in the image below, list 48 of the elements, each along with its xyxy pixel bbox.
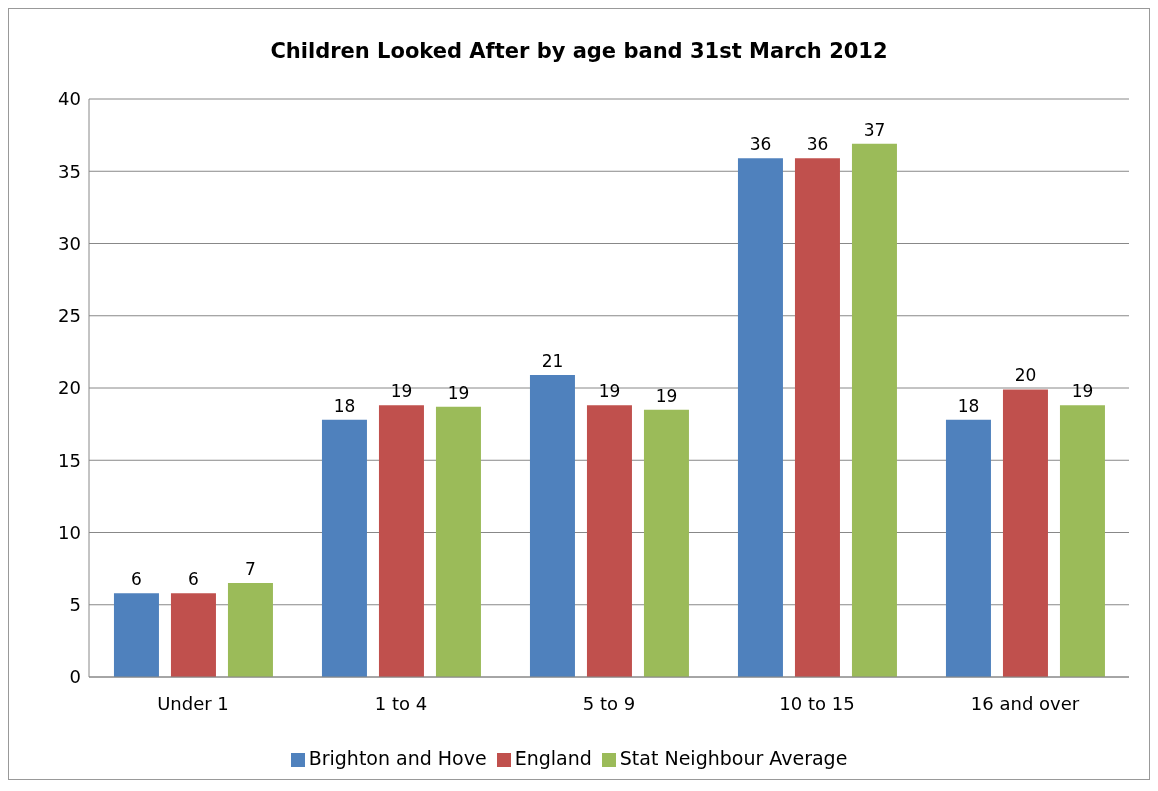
bar	[113, 593, 159, 677]
data-label: 19	[598, 381, 621, 402]
y-tick-label: 10	[58, 521, 81, 543]
bar	[321, 419, 367, 677]
bar	[737, 158, 783, 677]
bar	[851, 143, 897, 677]
x-tick-label: 5 to 9	[582, 692, 636, 714]
y-tick-label: 5	[69, 594, 81, 616]
x-tick-label: 10 to 15	[779, 692, 855, 714]
y-tick-label: 35	[58, 160, 81, 182]
bar	[170, 593, 216, 677]
y-tick-label: 0	[69, 666, 81, 688]
data-label: 7	[245, 559, 256, 580]
data-label: 6	[188, 569, 199, 590]
y-tick-label: 20	[58, 377, 81, 399]
data-label: 19	[447, 382, 470, 403]
data-label: 21	[541, 350, 564, 371]
bar	[945, 419, 991, 677]
bar	[1059, 405, 1105, 677]
bar	[586, 405, 632, 677]
bar	[227, 583, 273, 677]
bar	[529, 375, 575, 677]
data-label: 36	[806, 134, 829, 155]
legend-label: England	[514, 747, 592, 769]
data-label: 19	[1071, 381, 1094, 402]
x-tick-label: Under 1	[157, 692, 229, 714]
data-label: 18	[957, 395, 980, 416]
y-tick-label: 30	[58, 232, 81, 254]
data-label: 20	[1014, 365, 1037, 386]
bar	[643, 409, 689, 677]
data-label: 6	[131, 569, 142, 590]
x-tick-label: 1 to 4	[374, 692, 428, 714]
legend-label: Brighton and Hove	[308, 747, 487, 769]
bar	[794, 158, 840, 677]
bar	[435, 406, 481, 677]
x-tick-label: 16 and over	[970, 692, 1080, 714]
data-label: 19	[390, 381, 413, 402]
data-label: 18	[333, 395, 356, 416]
bar	[378, 405, 424, 677]
chart-title: Children Looked After by age band 31st March 2012	[269, 38, 889, 65]
data-label: 36	[749, 134, 772, 155]
y-tick-label: 15	[58, 449, 81, 471]
bar	[1002, 389, 1048, 677]
data-label: 37	[863, 119, 886, 140]
y-tick-label: 40	[58, 88, 81, 110]
legend-label: Stat Neighbour Average	[619, 747, 848, 769]
data-label: 19	[655, 385, 678, 406]
y-tick-label: 25	[58, 305, 81, 327]
